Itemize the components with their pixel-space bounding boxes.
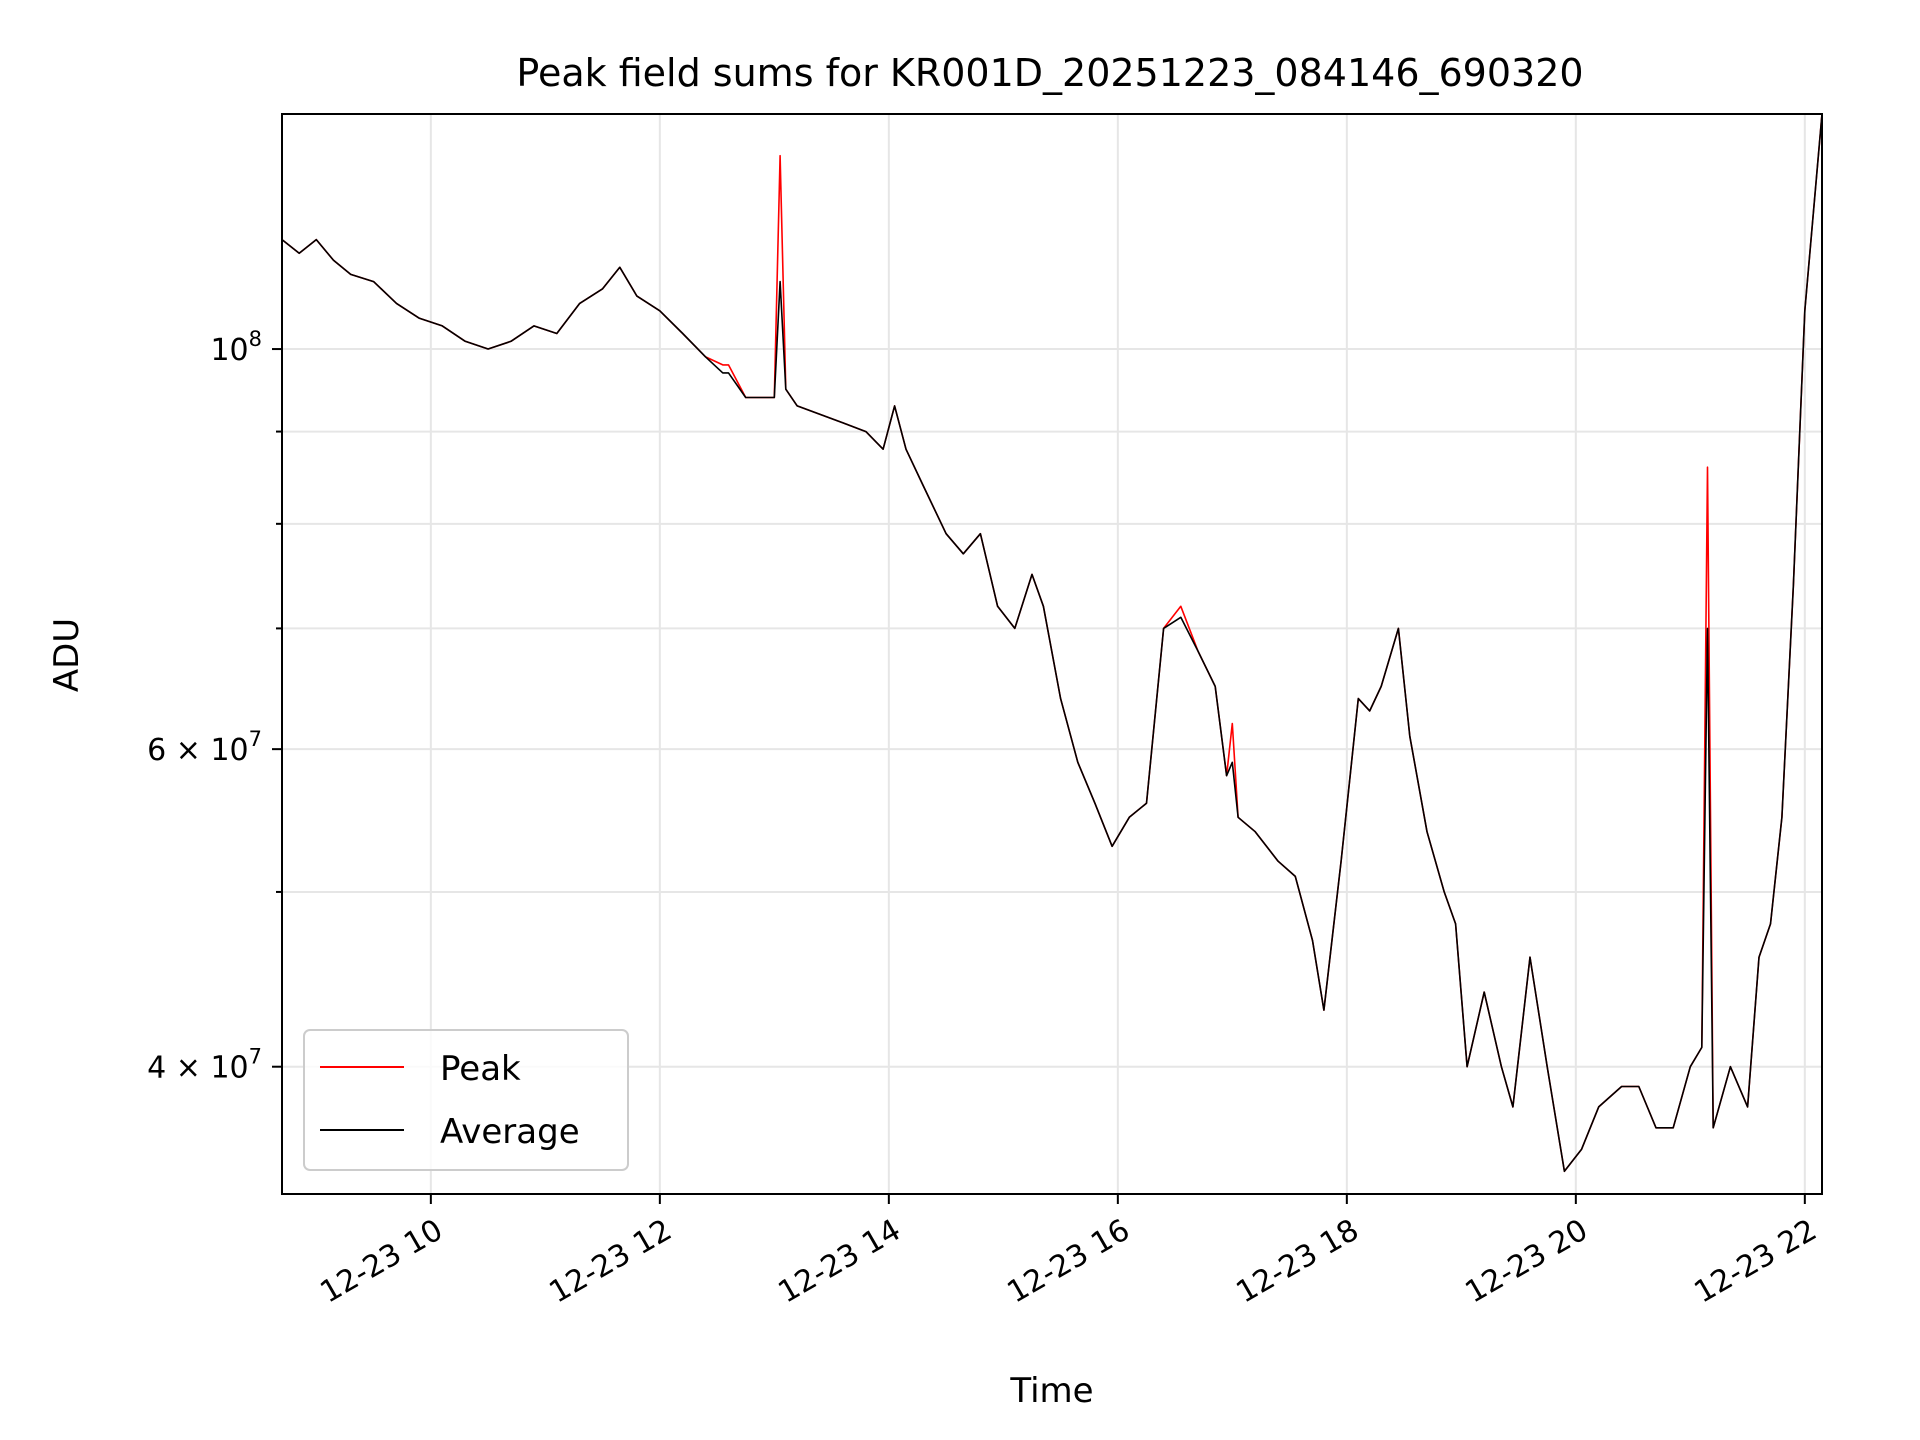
y-tick-exponent: 8 (249, 327, 262, 351)
y-tick-label: 4 × 107 (147, 1045, 262, 1086)
x-axis-label: Time (1009, 1371, 1093, 1411)
y-tick-mantissa: 6 (147, 733, 166, 768)
y-tick-label: 108 (210, 327, 262, 368)
chart-title: Peak field sums for KR001D_20251223_0841… (516, 51, 1583, 95)
y-tick-mantissa: 4 (147, 1051, 166, 1086)
y-tick-exponent: 7 (249, 727, 262, 751)
series-line-average (281, 113, 1823, 1173)
series-layer (281, 113, 1823, 1173)
legend: Peak Average (303, 1029, 629, 1171)
y-axis-label: ADU (47, 618, 87, 692)
y-tick-label: 6 × 107 (147, 727, 262, 768)
plot-frame (281, 113, 1823, 1195)
legend-label-average: Average (440, 1112, 580, 1152)
y-tick-times: × 10 (166, 1051, 248, 1086)
y-tick-exponent: 7 (249, 1045, 262, 1069)
grid-layer (282, 114, 1822, 1194)
y-tick-times: × 10 (166, 733, 248, 768)
legend-box (303, 1029, 629, 1171)
legend-label-peak: Peak (440, 1049, 521, 1089)
y-tick-base: 10 (210, 333, 248, 368)
